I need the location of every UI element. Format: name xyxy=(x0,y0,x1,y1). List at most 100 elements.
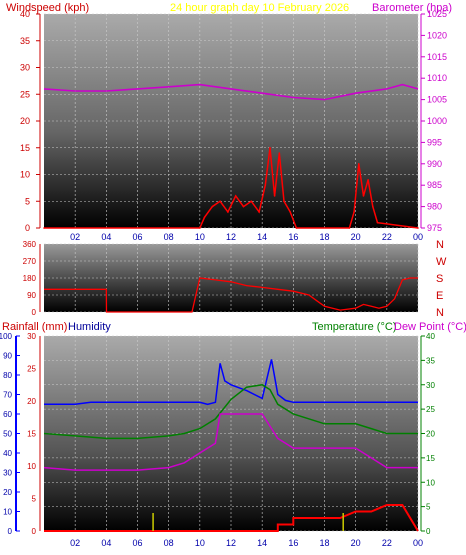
wind-point xyxy=(234,195,237,197)
x-tick-label: 20 xyxy=(351,232,361,242)
wind-point xyxy=(295,227,298,229)
wind-tick-label: 0 xyxy=(25,223,30,233)
x-tick-label: 02 xyxy=(70,232,80,242)
x-tick-label: 20 xyxy=(351,538,361,548)
humidity-tick-label: 40 xyxy=(3,449,12,458)
x-tick-label: 10 xyxy=(195,538,205,548)
baro-tick-label: 995 xyxy=(427,137,442,147)
humidity-tick-label: 90 xyxy=(3,352,12,361)
baro-tick-label: 985 xyxy=(427,180,442,190)
rainfall-line xyxy=(44,504,419,532)
x-tick-label: 10 xyxy=(195,232,205,242)
wind-tick-label: 5 xyxy=(25,196,30,206)
humidity-tick-label: 10 xyxy=(3,508,12,517)
baro-tick-label: 1015 xyxy=(427,52,447,62)
wind-point xyxy=(264,184,267,186)
x-tick-label: 18 xyxy=(319,232,329,242)
baro-tick-label: 1000 xyxy=(427,116,447,126)
x-tick-label: 00 xyxy=(413,538,423,548)
baro-tick-label: 980 xyxy=(427,202,442,212)
baro-line xyxy=(43,83,419,101)
rain-tick-label: 5 xyxy=(32,495,37,504)
wind-point xyxy=(258,211,260,213)
temp-tick-label: 20 xyxy=(426,430,435,439)
wind-tick-label: 15 xyxy=(20,143,30,153)
x-tick-label: 22 xyxy=(382,538,392,548)
temp-tick-label: 10 xyxy=(426,478,435,487)
temp-tick-label: 30 xyxy=(426,381,435,390)
rainfall-legend: Rainfall (mm) xyxy=(2,321,67,333)
temperature-line xyxy=(43,384,418,440)
humidity-tick-label: 20 xyxy=(3,488,12,497)
x-tick-label: 08 xyxy=(164,538,174,548)
x-tick-label: 02 xyxy=(70,538,80,548)
direction-tick-label: 360 xyxy=(23,240,37,249)
wind-point xyxy=(269,146,271,149)
x-tick-label: 16 xyxy=(288,232,298,242)
temp-tick-label: 15 xyxy=(426,454,435,463)
wind-series xyxy=(43,83,419,229)
baro-tick-label: 1025 xyxy=(427,9,447,19)
wind-tick-label: 30 xyxy=(20,63,30,73)
wind-tick-label: 40 xyxy=(20,9,30,19)
wind-axis-title: Windspeed (kph) xyxy=(6,2,89,14)
wind-point xyxy=(283,200,285,203)
chart-title: 24 hour graph day 10 February 2026 xyxy=(170,2,349,14)
rain-tick-label: 30 xyxy=(27,332,36,341)
temp-axes: 02 04 06 08 10 12 14 16 18 20 22 000102030405060708… xyxy=(0,332,435,548)
wind-point xyxy=(417,227,419,229)
humidity-legend: Humidity xyxy=(68,321,111,333)
wind-point xyxy=(242,205,245,208)
x-tick-label: 12 xyxy=(226,538,236,548)
humidity-tick-label: 60 xyxy=(3,410,12,419)
wind-point xyxy=(203,216,206,219)
wind-point xyxy=(250,200,253,203)
temp-grid xyxy=(44,335,419,532)
temp-tick-label: 0 xyxy=(426,527,431,536)
wind-point xyxy=(219,200,221,203)
x-tick-label: 18 xyxy=(319,538,329,548)
cardinal-label: N xyxy=(436,307,444,319)
temperature-legend: Temperature (°C) xyxy=(312,321,396,333)
wind-point xyxy=(227,211,229,213)
cardinal-label: N xyxy=(436,239,444,251)
x-tick-label: 00 xyxy=(413,232,423,242)
x-tick-label: 14 xyxy=(257,538,267,548)
humidity-tick-label: 50 xyxy=(3,430,12,439)
humidity-tick-label: 30 xyxy=(3,469,12,478)
wind-tick-label: 20 xyxy=(20,116,30,126)
direction-tick-label: 90 xyxy=(27,291,36,300)
cardinal-label: E xyxy=(436,290,443,302)
baro-tick-label: 990 xyxy=(427,159,442,169)
cardinal-label: W xyxy=(436,256,447,268)
wind-tick-label: 10 xyxy=(20,170,30,180)
humidity-tick-label: 80 xyxy=(3,371,12,380)
wind-point xyxy=(357,163,360,165)
dewpoint-legend: Dew Point (°C) xyxy=(394,321,466,333)
wind-point xyxy=(362,195,365,197)
wind-point xyxy=(376,221,379,224)
rain-tick-label: 15 xyxy=(27,430,36,439)
rain-tick-label: 20 xyxy=(27,397,36,406)
dewpoint-line xyxy=(43,413,418,471)
baro-axis-title: Barometer (hpa) xyxy=(372,2,452,14)
x-tick-label: 12 xyxy=(226,232,236,242)
wind-point xyxy=(348,227,351,229)
x-tick-label: 06 xyxy=(132,538,142,548)
direction-line xyxy=(44,277,418,313)
x-tick-label: 22 xyxy=(382,232,392,242)
wind-tick-label: 25 xyxy=(20,89,30,99)
x-tick-label: 08 xyxy=(164,232,174,242)
humidity-tick-label: 70 xyxy=(3,391,12,400)
humidity-line xyxy=(44,359,418,406)
wind-point xyxy=(43,227,45,229)
wind-point xyxy=(211,205,214,208)
humidity-tick-label: 100 xyxy=(0,332,13,341)
temp-tick-label: 40 xyxy=(426,332,435,341)
baro-tick-label: 975 xyxy=(427,223,442,233)
rain-tick-label: 0 xyxy=(32,527,37,536)
direction-tick-label: 0 xyxy=(32,308,37,317)
wind-point xyxy=(273,195,276,197)
cardinal-label: S xyxy=(436,273,443,285)
